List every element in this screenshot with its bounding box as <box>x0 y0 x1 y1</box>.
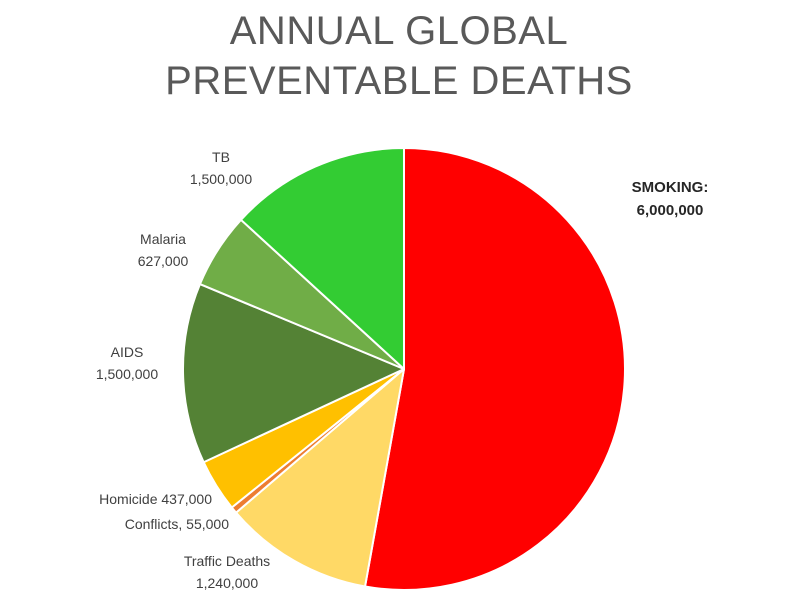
slice-label-tb-value: 1,500,000 <box>190 171 252 187</box>
pie-slice-traffic-deaths <box>235 368 405 588</box>
pie-slices <box>182 147 626 591</box>
chart-title: ANNUAL GLOBAL PREVENTABLE DEATHS <box>0 6 798 106</box>
slice-label-aids-name: AIDS <box>111 344 144 360</box>
slice-label-tb-name: TB <box>212 149 230 165</box>
slice-label-smoking-value: 6,000,000 <box>637 202 704 219</box>
pie-labels: SMOKING: 6,000,000 Traffic Deaths 1,240,… <box>96 149 708 591</box>
pie-slice-aids <box>182 283 405 464</box>
slice-label-conflicts: Conflicts, 55,000 <box>125 516 229 532</box>
slice-label-smoking-name: SMOKING: <box>632 179 709 196</box>
slice-label-malaria-value: 627,000 <box>138 253 189 269</box>
slice-label-malaria-name: Malaria <box>140 231 186 247</box>
slice-label-aids-value: 1,500,000 <box>96 366 158 382</box>
pie-slice-smoking <box>364 147 626 591</box>
slice-label-traffic-value: 1,240,000 <box>196 575 258 591</box>
chart-title-line-2: PREVENTABLE DEATHS <box>165 59 633 103</box>
slice-label-homicide: Homicide 437,000 <box>99 491 212 507</box>
pie-slice-tb <box>239 147 405 370</box>
chart-title-line-1: ANNUAL GLOBAL <box>229 9 569 53</box>
slice-label-traffic-name: Traffic Deaths <box>184 553 270 569</box>
